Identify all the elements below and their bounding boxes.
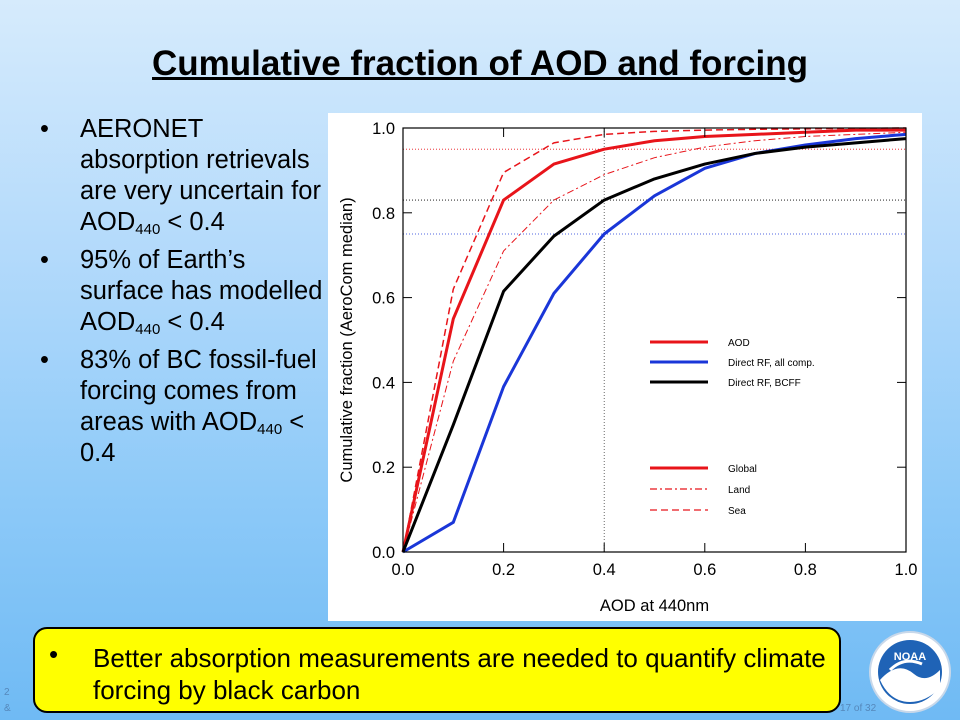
bullet-text: 95% of Earth’s surface has modelled AOD <box>80 246 323 336</box>
chart-panel: 0.0 0.2 0.4 0.6 0.8 1.0 0.0 0.2 0.4 0.6 0.8 1.0 AOD… <box>328 113 922 621</box>
legend-label: Global <box>728 464 757 475</box>
bullet-text-end: < 0.4 <box>80 408 305 467</box>
series-line <box>402 132 907 554</box>
callout-text: Better absorption measurements are neede… <box>93 643 826 705</box>
series-line <box>401 128 906 553</box>
x-tick-label: 0.4 <box>593 561 616 579</box>
footer-left: 2 & <box>4 685 11 717</box>
legend-label: Land <box>728 485 750 496</box>
bullet-text-end: < 0.4 <box>160 208 225 236</box>
slide-title: Cumulative fraction of AOD and forcing <box>152 44 808 83</box>
y-tick-label: 0.4 <box>372 374 395 392</box>
bullet-text: 83% of BC fossil-fuel forcing comes from… <box>80 346 317 436</box>
series-line <box>402 127 907 553</box>
series-line <box>401 137 907 553</box>
footer-line: 2 <box>4 687 10 698</box>
plot-frame <box>402 127 907 553</box>
bullet-item: • 95% of Earth’s surface has modelled AO… <box>40 245 325 338</box>
bullet-dot: • <box>40 115 49 143</box>
y-tick-label: 0.2 <box>372 459 395 477</box>
page-number: 17 of 32 <box>840 703 877 714</box>
cumulative-fraction-chart: 0.0 0.2 0.4 0.6 0.8 1.0 0.0 0.2 0.4 0.6 0.8 1.0 AOD… <box>338 120 918 615</box>
y-tick-label: 0.8 <box>372 205 395 223</box>
bullet-list: • AERONET absorption retrievals are very… <box>40 114 325 476</box>
legend-label: Direct RF, BCFF <box>728 378 801 389</box>
bullet-subscript: 440 <box>257 421 283 438</box>
legend-label: Sea <box>728 506 746 517</box>
y-tick-label: 0.6 <box>372 290 395 308</box>
x-axis-label: AOD at 440nm <box>600 597 709 615</box>
x-tick-label: 0.6 <box>693 561 716 579</box>
logo-text: NOAA <box>894 651 926 663</box>
bullet-text: AERONET absorption retrievals are very u… <box>80 115 321 236</box>
x-tick-label: 0.0 <box>392 561 415 579</box>
x-tick-label: 1.0 <box>895 561 918 579</box>
series-line <box>402 131 907 553</box>
bullet-item: • 83% of BC fossil-fuel forcing comes fr… <box>40 345 325 469</box>
y-tick-label: 0.0 <box>372 544 395 562</box>
callout-bullet: • <box>49 639 59 669</box>
y-tick-label: 1.0 <box>372 120 395 138</box>
callout-box: • Better absorption measurements are nee… <box>33 627 841 713</box>
bullet-text-end: < 0.4 <box>160 308 225 336</box>
bullet-dot: • <box>40 346 49 374</box>
legend-label: Direct RF, all comp. <box>728 358 815 369</box>
x-tick-label: 0.8 <box>794 561 817 579</box>
y-axis-label: Cumulative fraction (AeroCom median) <box>338 197 356 482</box>
legend-label: AOD <box>728 338 750 349</box>
bullet-subscript: 440 <box>135 221 161 238</box>
bullet-subscript: 440 <box>135 321 161 338</box>
bullet-item: • AERONET absorption retrievals are very… <box>40 114 325 238</box>
x-tick-label: 0.2 <box>492 561 515 579</box>
noaa-logo-icon: NOAA <box>869 631 951 713</box>
bullet-dot: • <box>40 246 49 274</box>
footer-line: & <box>4 703 11 714</box>
